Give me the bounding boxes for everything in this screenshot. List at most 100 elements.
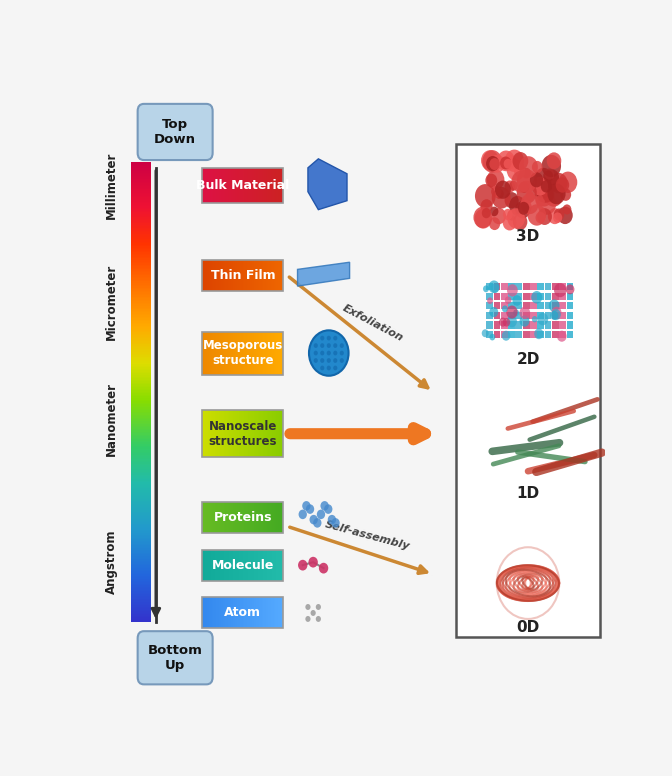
Bar (260, 598, 261, 629)
Circle shape (515, 201, 530, 218)
Bar (131, 542, 151, 544)
Bar (276, 502, 278, 533)
Bar (131, 257, 151, 258)
Circle shape (554, 209, 564, 220)
Bar (208, 331, 209, 375)
Bar (131, 185, 151, 186)
Bar (269, 260, 271, 291)
Bar (131, 549, 151, 550)
Bar (487, 331, 493, 338)
Bar (131, 546, 151, 547)
Bar (216, 598, 217, 629)
Bar (268, 598, 269, 629)
Bar (224, 331, 225, 375)
Bar (131, 613, 151, 615)
Bar (131, 430, 151, 431)
Bar (131, 246, 151, 248)
Bar (213, 168, 214, 203)
Bar (131, 459, 151, 461)
Bar (131, 452, 151, 453)
Text: Angstrom: Angstrom (105, 530, 118, 594)
Bar (131, 608, 151, 610)
Bar (131, 315, 151, 317)
Bar (131, 206, 151, 208)
Bar (232, 549, 233, 580)
Circle shape (519, 315, 530, 327)
Bar (131, 175, 151, 177)
Circle shape (333, 365, 337, 370)
Circle shape (532, 177, 548, 196)
Circle shape (314, 358, 318, 363)
Bar (279, 260, 280, 291)
Circle shape (541, 180, 552, 192)
Bar (276, 331, 278, 375)
Bar (278, 168, 279, 203)
Circle shape (327, 351, 331, 355)
Bar (508, 312, 515, 319)
Bar (268, 502, 269, 533)
Bar (202, 598, 204, 629)
Bar (131, 337, 151, 338)
Bar (259, 598, 260, 629)
Bar (269, 168, 271, 203)
Bar (264, 549, 265, 580)
Circle shape (557, 331, 566, 341)
Bar (515, 303, 522, 310)
Circle shape (548, 208, 562, 224)
Bar (216, 331, 217, 375)
Bar (566, 283, 573, 290)
Bar (236, 260, 237, 291)
Bar (131, 166, 151, 168)
Bar (224, 411, 225, 457)
Bar (279, 168, 280, 203)
Bar (276, 168, 278, 203)
Bar (131, 412, 151, 414)
Circle shape (331, 518, 340, 528)
Bar (131, 602, 151, 604)
Bar (544, 321, 552, 328)
Bar (261, 549, 263, 580)
Bar (566, 331, 573, 338)
Bar (275, 331, 276, 375)
Bar (241, 260, 243, 291)
Bar (275, 411, 276, 457)
Bar (202, 411, 283, 457)
Bar (265, 549, 267, 580)
Bar (208, 168, 209, 203)
Circle shape (532, 291, 542, 303)
Bar (131, 601, 151, 602)
Bar (280, 598, 282, 629)
Bar (257, 168, 259, 203)
Circle shape (480, 199, 493, 213)
Bar (267, 549, 268, 580)
Bar (279, 549, 280, 580)
Bar (131, 274, 151, 275)
Bar (240, 331, 241, 375)
Bar (221, 502, 222, 533)
Bar (212, 502, 213, 533)
Circle shape (514, 165, 524, 177)
Bar (216, 260, 217, 291)
Circle shape (474, 206, 492, 228)
Bar (131, 424, 151, 425)
Circle shape (534, 178, 552, 199)
Bar (131, 476, 151, 478)
Bar (264, 502, 265, 533)
Bar (523, 321, 530, 328)
Bar (131, 255, 151, 257)
Bar (131, 288, 151, 289)
Circle shape (532, 161, 543, 173)
Bar (261, 260, 263, 291)
Bar (245, 549, 247, 580)
Circle shape (536, 185, 552, 203)
Bar (205, 411, 206, 457)
Bar (131, 423, 151, 424)
Circle shape (305, 616, 310, 622)
Circle shape (495, 189, 504, 199)
Bar (236, 168, 237, 203)
Bar (229, 260, 230, 291)
Bar (131, 528, 151, 530)
Circle shape (532, 316, 538, 322)
Bar (131, 535, 151, 536)
Bar (237, 549, 239, 580)
